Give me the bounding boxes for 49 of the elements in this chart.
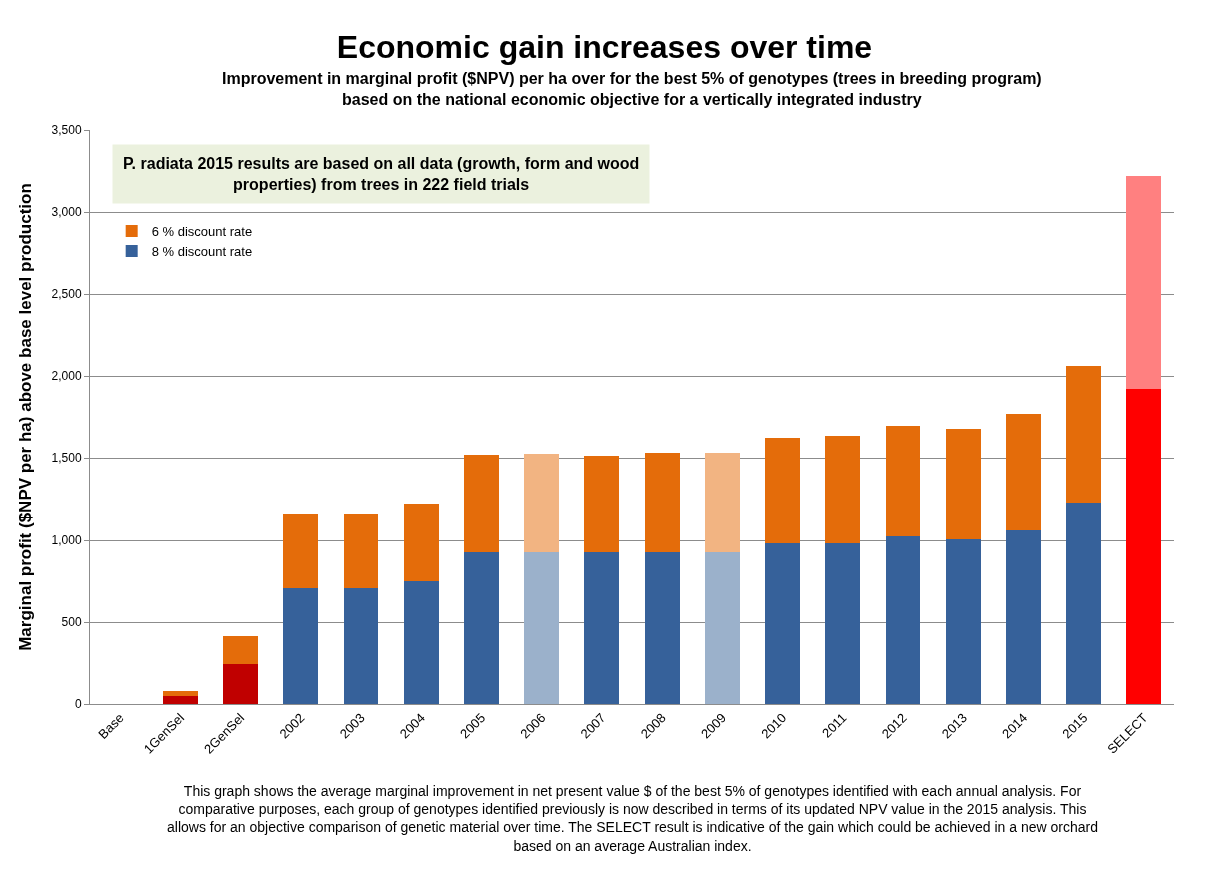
y-tick-label: 1,500 <box>51 451 82 466</box>
bar <box>1066 503 1102 704</box>
bar <box>644 453 680 552</box>
bar <box>1005 530 1041 704</box>
bar <box>223 663 259 704</box>
bar <box>162 690 198 696</box>
bar <box>704 453 740 553</box>
bar <box>1066 366 1102 504</box>
bar <box>704 552 740 704</box>
chart-title: Economic gain increases over time <box>336 28 873 65</box>
bar <box>765 543 801 704</box>
y-tick-label: 1,000 <box>51 533 82 548</box>
bar <box>403 581 439 704</box>
bar <box>283 514 319 589</box>
bar <box>945 429 981 539</box>
bar <box>1126 389 1162 704</box>
bar <box>765 437 801 544</box>
y-tick-label: 500 <box>61 615 82 630</box>
y-tick-label: 3,500 <box>51 123 82 138</box>
bar <box>524 453 560 553</box>
y-tick-label: 3,000 <box>51 205 82 220</box>
bar <box>644 551 680 704</box>
legend-label: 6 % discount rate <box>151 224 253 240</box>
y-axis-title: Marginal profit ($NPV per ha) above base level production <box>16 183 36 651</box>
bar <box>584 456 620 553</box>
bar <box>343 588 379 704</box>
bar <box>283 588 319 704</box>
y-tick-label: 0 <box>74 697 82 712</box>
y-tick-label: 2,000 <box>51 369 82 384</box>
y-tick-label: 2,500 <box>51 287 82 302</box>
bar <box>343 513 379 589</box>
bar <box>162 695 198 704</box>
bar <box>524 552 560 704</box>
bar <box>1126 175 1162 390</box>
bar <box>825 543 861 704</box>
bar <box>463 552 499 704</box>
bar <box>223 635 259 664</box>
chart-subtitle: Improvement in marginal profit ($NPV) per ha over for the best 5% of genotypes (trees in breeding program) based on the national economic objective for a vertically integrated industry <box>222 70 1042 108</box>
text: This graph shows the average marginal improvement in net present value $ of the best 5% of genotypes identified with each annual analysis. For comparative purposes, each group of genotypes identified previously is now described in terms of its updated NPV value in the 2015 analysis. This allows for an objective comparison of genetic material over time. The SELECT result is indicative of the gain which could be achieved in a new orchard based on an average Australian index. <box>167 783 1098 854</box>
bar <box>1005 413 1041 531</box>
bar <box>885 425 921 537</box>
bar <box>403 503 439 582</box>
legend-label: 8 % discount rate <box>151 244 253 260</box>
bar <box>885 536 921 704</box>
bar <box>463 454 499 553</box>
annotation: P. radiata 2015 results are based on all data (growth, form and wood properties) from trees in 222 field trials <box>123 155 640 193</box>
bar <box>945 538 981 704</box>
bar <box>584 552 620 704</box>
bar <box>825 435 861 544</box>
